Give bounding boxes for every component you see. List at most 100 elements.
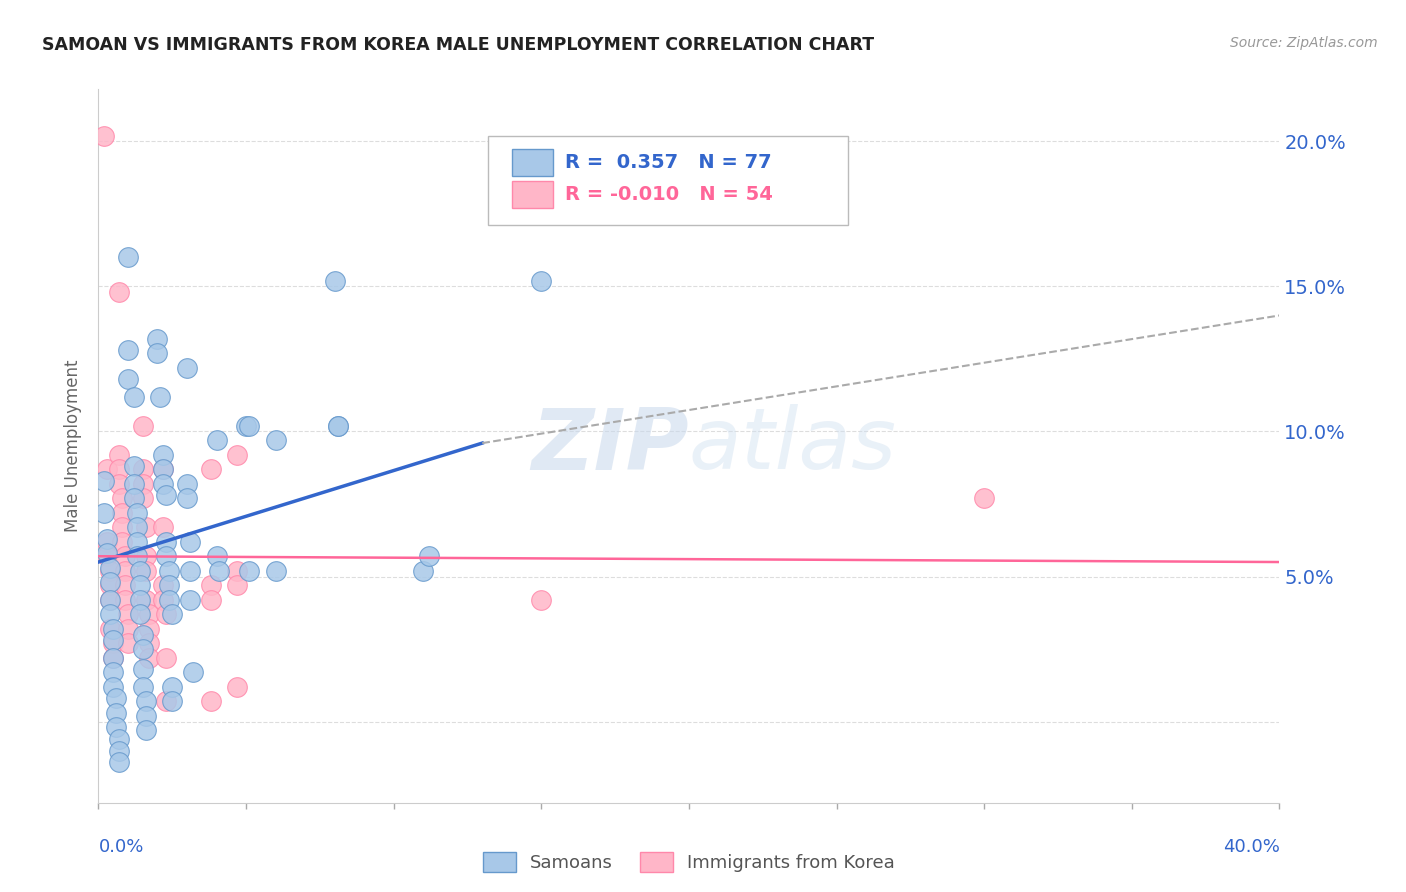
- FancyBboxPatch shape: [512, 181, 553, 209]
- Point: [326, 418, 349, 433]
- Point: [125, 549, 148, 564]
- Point: [973, 491, 995, 506]
- Point: [108, 755, 131, 769]
- Point: [103, 680, 125, 694]
- Point: [103, 633, 125, 648]
- Point: [176, 491, 198, 506]
- Point: [108, 743, 131, 757]
- Point: [114, 549, 136, 564]
- Point: [152, 476, 174, 491]
- Point: [200, 578, 222, 592]
- Text: R =  0.357   N = 77: R = 0.357 N = 77: [565, 153, 772, 172]
- Point: [162, 680, 183, 694]
- Point: [226, 564, 249, 578]
- Point: [226, 578, 249, 592]
- Point: [114, 564, 136, 578]
- Point: [138, 636, 160, 650]
- Point: [132, 476, 155, 491]
- Point: [208, 564, 231, 578]
- Point: [122, 476, 145, 491]
- Text: 0.0%: 0.0%: [98, 838, 143, 855]
- FancyBboxPatch shape: [488, 136, 848, 225]
- Point: [114, 592, 136, 607]
- Point: [162, 694, 183, 708]
- Point: [103, 650, 125, 665]
- Point: [98, 564, 121, 578]
- Point: [205, 433, 228, 447]
- Point: [138, 607, 160, 622]
- Point: [135, 592, 157, 607]
- Point: [138, 622, 160, 636]
- Point: [98, 622, 121, 636]
- Point: [238, 564, 260, 578]
- Point: [200, 694, 222, 708]
- Point: [157, 578, 180, 592]
- Point: [205, 549, 228, 564]
- Text: 40.0%: 40.0%: [1223, 838, 1279, 855]
- Point: [152, 462, 174, 476]
- Point: [200, 462, 222, 476]
- Text: Source: ZipAtlas.com: Source: ZipAtlas.com: [1230, 36, 1378, 50]
- Point: [96, 546, 118, 560]
- Point: [132, 418, 155, 433]
- Point: [135, 520, 157, 534]
- Point: [176, 360, 198, 375]
- Point: [105, 706, 128, 720]
- Point: [105, 691, 128, 706]
- Point: [226, 680, 249, 694]
- Point: [132, 680, 155, 694]
- Point: [103, 650, 125, 665]
- Point: [179, 564, 201, 578]
- Point: [152, 448, 174, 462]
- Point: [108, 448, 131, 462]
- Point: [128, 578, 150, 592]
- Point: [111, 506, 134, 520]
- Point: [98, 607, 121, 622]
- Point: [149, 390, 172, 404]
- Point: [114, 578, 136, 592]
- Point: [326, 418, 349, 433]
- Point: [132, 491, 155, 506]
- Text: ZIP: ZIP: [531, 404, 689, 488]
- Point: [108, 476, 131, 491]
- Point: [226, 448, 249, 462]
- Point: [93, 474, 115, 488]
- Point: [179, 534, 201, 549]
- Point: [98, 561, 121, 575]
- Point: [98, 592, 121, 607]
- Y-axis label: Male Unemployment: Male Unemployment: [65, 359, 83, 533]
- Point: [132, 662, 155, 676]
- Point: [155, 607, 177, 622]
- Point: [135, 549, 157, 564]
- Point: [162, 607, 183, 622]
- Point: [155, 534, 177, 549]
- Point: [235, 418, 257, 433]
- Text: atlas: atlas: [689, 404, 897, 488]
- Point: [418, 549, 440, 564]
- Point: [117, 607, 139, 622]
- Point: [98, 575, 121, 590]
- Point: [98, 592, 121, 607]
- Point: [105, 720, 128, 734]
- Point: [323, 274, 346, 288]
- Point: [117, 343, 139, 358]
- Point: [157, 592, 180, 607]
- Point: [117, 622, 139, 636]
- Point: [93, 506, 115, 520]
- Point: [157, 564, 180, 578]
- Point: [181, 665, 204, 680]
- Point: [138, 650, 160, 665]
- Point: [111, 534, 134, 549]
- Point: [530, 592, 553, 607]
- Point: [108, 462, 131, 476]
- Text: SAMOAN VS IMMIGRANTS FROM KOREA MALE UNEMPLOYMENT CORRELATION CHART: SAMOAN VS IMMIGRANTS FROM KOREA MALE UNE…: [42, 36, 875, 54]
- Point: [117, 636, 139, 650]
- Point: [125, 520, 148, 534]
- Point: [530, 274, 553, 288]
- Point: [146, 332, 169, 346]
- Point: [152, 462, 174, 476]
- Point: [264, 564, 287, 578]
- Point: [128, 592, 150, 607]
- Point: [135, 694, 157, 708]
- Point: [98, 578, 121, 592]
